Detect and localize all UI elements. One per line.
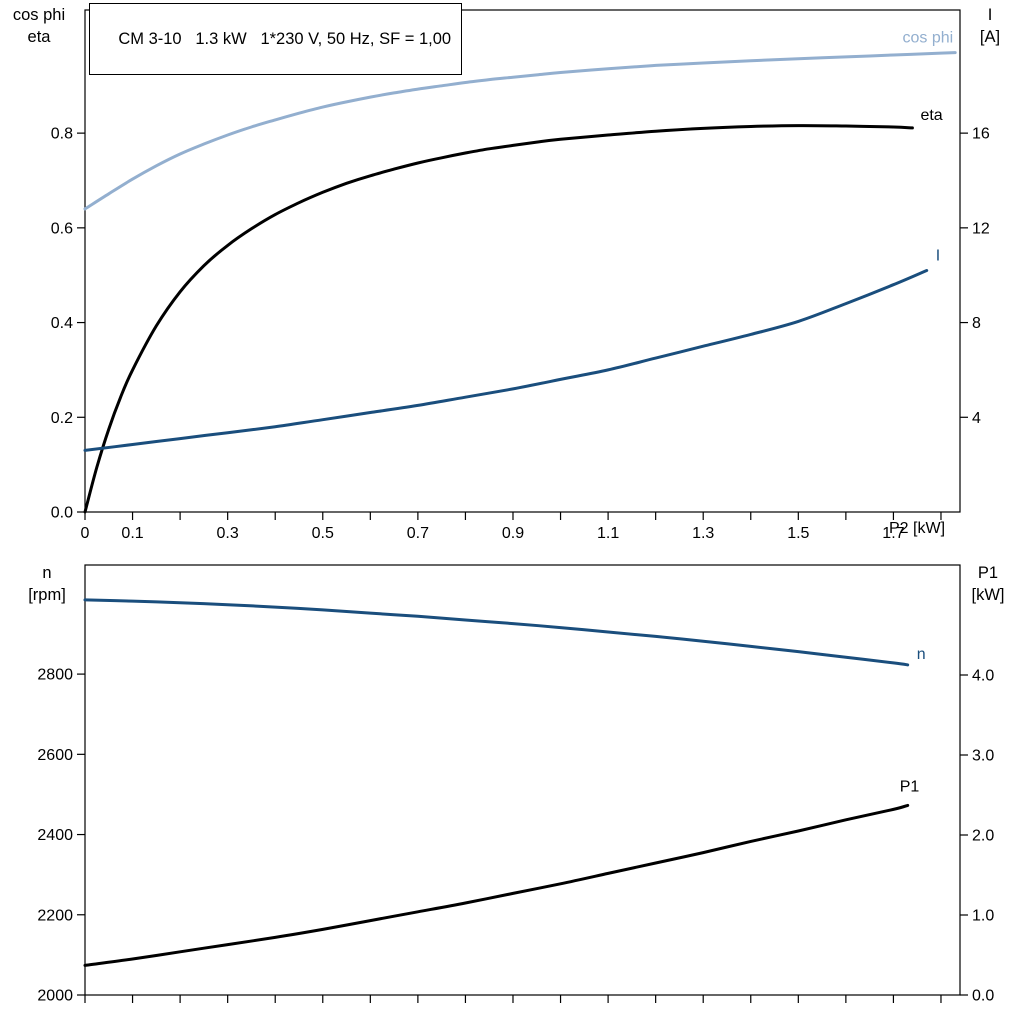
series-curve-p1 — [83, 803, 910, 967]
left-tick-label: 2200 — [37, 907, 73, 924]
x-tick-label: 0.1 — [121, 525, 143, 542]
chart-title-box: CM 3-10 1.3 kW 1*230 V, 50 Hz, SF = 1,00 — [89, 3, 463, 75]
left-axis-title-line-eta: eta — [27, 28, 51, 46]
right-tick-label: 16 — [972, 126, 990, 143]
left-tick-label: 2400 — [37, 827, 73, 844]
series-label-cos-phi: cos phi — [903, 30, 954, 47]
bottom-chart-left-axis-title: n [rpm] — [8, 562, 86, 606]
top-chart-right-axis-title: I [A] — [962, 4, 1018, 48]
x-tick-label: 0.3 — [217, 525, 239, 542]
chart-title: CM 3-10 1.3 kW 1*230 V, 50 Hz, SF = 1,00 — [118, 30, 452, 48]
x-tick-label: 1.1 — [597, 525, 619, 542]
left-tick-label: 2800 — [37, 667, 73, 684]
series-curve-i — [83, 269, 929, 452]
left-tick-label: 2000 — [37, 988, 73, 1005]
x-tick-label: 0.7 — [407, 525, 429, 542]
left-tick-label: 0.2 — [51, 410, 73, 427]
series-label-i: I — [936, 247, 940, 264]
series-label-n: n — [917, 646, 926, 663]
series-curve-eta — [83, 124, 914, 514]
x-tick-label: 1.3 — [692, 525, 714, 542]
series-curve-cos-phi — [83, 51, 957, 211]
right-tick-label: 0.0 — [972, 988, 994, 1005]
right-tick-label: 8 — [972, 315, 981, 332]
right-tick-label: 2.0 — [972, 828, 994, 845]
x-tick-label: 0 — [81, 525, 90, 542]
left-axis-title-line-rpm-unit: [rpm] — [28, 586, 66, 604]
x-tick-label: 1.7 — [882, 525, 904, 542]
left-tick-label: 0.0 — [51, 505, 73, 522]
left-tick-label: 2600 — [37, 747, 73, 764]
left-tick-label: 0.6 — [51, 220, 73, 237]
right-tick-label: 12 — [972, 220, 990, 237]
series-label-eta: eta — [920, 107, 942, 124]
left-tick-label: 0.4 — [51, 315, 73, 332]
right-axis-title-line-p1: P1 — [977, 564, 999, 582]
bottom-chart-right-axis-title: P1 [kW] — [958, 562, 1018, 606]
left-axis-title-line-cosphi: cos phi — [12, 6, 66, 24]
right-tick-label: 4 — [972, 410, 981, 427]
series-curve-n — [83, 598, 910, 667]
top-chart-left-axis-title: cos phi eta — [0, 4, 78, 48]
x-axis-title-p2kw: P2 [kW] — [889, 520, 946, 537]
left-axis-title-line-speed: n — [42, 564, 52, 582]
right-tick-label: 3.0 — [972, 748, 994, 765]
x-tick-label: 1.5 — [787, 525, 809, 542]
plot-frame — [84, 564, 961, 996]
right-tick-label: 4.0 — [972, 668, 994, 685]
right-axis-title-line-current: I — [987, 6, 993, 24]
right-axis-title-line-kw-unit: [kW] — [971, 586, 1005, 604]
right-tick-label: 1.0 — [972, 908, 994, 925]
plot-frame — [84, 9, 961, 513]
series-label-p1: P1 — [900, 778, 920, 795]
x-tick-label: 0.5 — [312, 525, 334, 542]
left-tick-label: 0.8 — [51, 126, 73, 143]
x-tick-label: 0.9 — [502, 525, 524, 542]
right-axis-title-line-ampere-unit: [A] — [979, 28, 1001, 46]
